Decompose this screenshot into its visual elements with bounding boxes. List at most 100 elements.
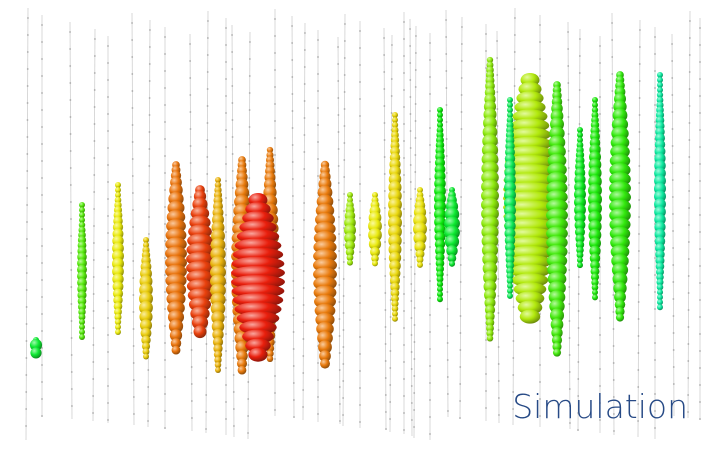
string-dom	[292, 280, 294, 282]
string-dom	[303, 321, 305, 323]
string-dom	[147, 386, 149, 388]
string-dom	[107, 79, 109, 81]
string-dom	[568, 235, 570, 237]
string-dom	[26, 340, 28, 342]
string-dom	[41, 381, 43, 383]
string-dom	[338, 131, 340, 133]
string-dom	[164, 155, 166, 157]
string-dom	[343, 176, 345, 178]
string-dom	[568, 133, 570, 135]
string-dom	[225, 112, 227, 114]
string-dom	[498, 346, 500, 348]
string-dom	[578, 327, 580, 329]
string-dom	[191, 400, 193, 402]
string-dom	[391, 78, 393, 80]
string-dom	[654, 342, 656, 344]
string-dom	[149, 46, 151, 48]
string-dom	[206, 156, 208, 158]
string-dom	[699, 418, 701, 420]
string-dom	[317, 107, 319, 109]
string-dom	[71, 303, 73, 305]
string-dom	[699, 367, 701, 369]
string-dom	[459, 383, 461, 385]
string-dom	[414, 273, 416, 275]
string-dom	[303, 270, 305, 272]
string-dom	[447, 376, 449, 378]
string-dom	[699, 299, 701, 301]
hit-sphere	[520, 310, 540, 324]
string-dom	[339, 318, 341, 320]
string-dom	[699, 265, 701, 267]
string-dom	[403, 429, 405, 431]
string-dom	[411, 385, 413, 387]
string-dom	[460, 230, 462, 232]
string-dom	[164, 121, 166, 123]
string-dom	[302, 389, 304, 391]
string-dom	[654, 291, 656, 293]
string-dom	[403, 259, 405, 261]
string-dom	[69, 48, 71, 50]
string-dom	[699, 231, 701, 233]
string-dom	[190, 145, 192, 147]
string-dom	[131, 90, 133, 92]
string-dom	[164, 206, 166, 208]
string-dom	[673, 315, 675, 317]
string-dom	[539, 381, 541, 383]
string-dom	[359, 387, 361, 389]
string-dom	[225, 180, 227, 182]
string-dom	[149, 80, 151, 82]
string-dom	[207, 20, 209, 22]
string-dom	[225, 61, 227, 63]
string-dom	[359, 336, 361, 338]
string-dom	[611, 22, 613, 24]
hit-sphere	[79, 334, 85, 340]
hit-sphere	[30, 347, 41, 358]
string-dom	[403, 208, 405, 210]
string-dom	[446, 138, 448, 140]
string-dom	[292, 246, 294, 248]
string-line	[638, 20, 640, 437]
string-dom	[611, 39, 613, 41]
string-dom	[539, 364, 541, 366]
string-dom	[164, 138, 166, 140]
string-dom	[247, 364, 249, 366]
string-line	[70, 22, 72, 419]
string-dom	[107, 385, 109, 387]
string-dom	[638, 182, 640, 184]
string-dom	[688, 224, 690, 226]
string-dom	[410, 249, 412, 251]
string-dom	[359, 251, 361, 253]
string-dom	[403, 38, 405, 40]
string-dom	[672, 128, 674, 130]
string-dom	[338, 250, 340, 252]
string-dom	[247, 432, 249, 434]
string-dom	[359, 115, 361, 117]
string-dom	[429, 161, 431, 163]
string-dom	[459, 417, 461, 419]
string-dom	[205, 394, 207, 396]
string-dom	[317, 413, 319, 415]
string-dom	[293, 348, 295, 350]
string-dom	[26, 170, 28, 172]
string-dom	[599, 283, 601, 285]
string-dom	[25, 374, 27, 376]
string-dom	[337, 63, 339, 65]
string-dom	[497, 261, 499, 263]
string-dom	[672, 264, 674, 266]
string-dom	[26, 289, 28, 291]
string-dom	[699, 333, 701, 335]
string-dom	[304, 100, 306, 102]
string-dom	[672, 162, 674, 164]
string-dom	[131, 73, 133, 75]
string-dom	[637, 369, 639, 371]
string-dom	[344, 125, 346, 127]
string-dom	[638, 267, 640, 269]
string-dom	[429, 229, 431, 231]
string-dom	[429, 331, 431, 333]
string-dom	[233, 374, 235, 376]
string-dom	[107, 351, 109, 353]
string-dom	[303, 338, 305, 340]
string-dom	[403, 21, 405, 23]
string-dom	[274, 358, 276, 360]
string-dom	[71, 388, 73, 390]
